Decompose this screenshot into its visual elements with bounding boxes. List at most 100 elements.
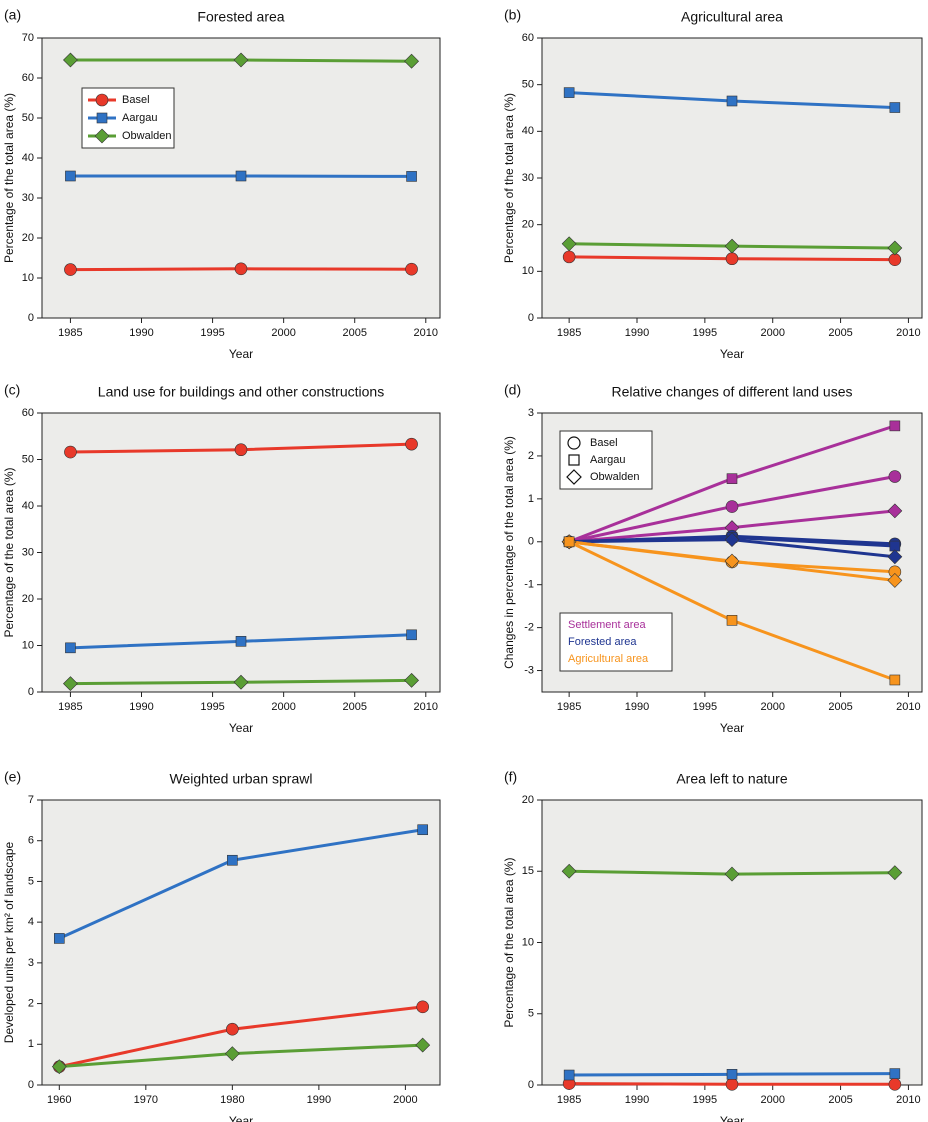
y-tick-label: 30 <box>22 546 34 558</box>
marker-diamond <box>887 572 903 588</box>
marker-diamond <box>566 469 582 485</box>
marker-diamond <box>887 865 903 881</box>
x-tick-label: 1990 <box>307 1094 331 1106</box>
marker-square <box>65 642 76 654</box>
legend-label: Settlement area <box>568 619 647 631</box>
x-tick-label: 1990 <box>625 327 649 339</box>
y-tick-label: 0 <box>28 1079 34 1091</box>
marker-square <box>65 170 76 182</box>
marker-square <box>406 629 417 641</box>
marker-square <box>235 636 247 647</box>
x-tick-label: 1985 <box>58 327 82 339</box>
y-tick-label: 60 <box>522 32 534 44</box>
x-tick-label: 2005 <box>342 327 366 339</box>
legend-label: Obwalden <box>122 130 172 142</box>
panel-label: (a) <box>4 7 21 23</box>
y-axis-label: Percentage of the total area (%) <box>502 857 516 1027</box>
marker-square <box>417 824 428 836</box>
x-tick-label: 2000 <box>271 327 295 339</box>
y-tick-label: 30 <box>522 172 534 184</box>
y-tick-label: 20 <box>22 232 34 244</box>
plot-background <box>41 799 441 1086</box>
y-tick-label: 3 <box>28 957 34 969</box>
x-tick-label: 1995 <box>200 327 224 339</box>
marker-square <box>726 1069 738 1080</box>
chart-panel: 0 10 20 30 40 50 60 70 1985 1990 1995 2000 2005 2010 F… <box>2 7 441 361</box>
marker-circle <box>888 253 902 266</box>
marker-circle <box>95 93 109 107</box>
x-tick-label: 2005 <box>342 701 366 713</box>
marker-square <box>563 536 575 548</box>
y-tick-label: 10 <box>22 639 34 651</box>
x-tick-label: 1995 <box>693 1094 717 1106</box>
x-tick-label: 2010 <box>896 701 920 713</box>
marker-square <box>889 674 901 686</box>
marker-square <box>889 1068 901 1079</box>
marker-diamond <box>51 1059 67 1075</box>
y-tick-label: 5 <box>528 1008 534 1020</box>
chart-title: Land use for buildings and other constru… <box>98 384 384 400</box>
x-tick-label: 2010 <box>414 327 438 339</box>
marker-diamond <box>63 676 78 692</box>
marker-square <box>406 171 417 182</box>
x-tick-label: 1985 <box>557 1094 581 1106</box>
marker-diamond <box>94 128 110 144</box>
chart-panel: 0 10 20 30 40 50 60 1985 1990 1995 2000 2005 2010 Lan… <box>2 382 441 735</box>
marker-diamond <box>404 672 419 688</box>
y-tick-label: 70 <box>22 32 34 44</box>
legend-label: Forested area <box>568 636 637 648</box>
panel-label: (c) <box>4 382 20 398</box>
marker-circle <box>725 500 739 513</box>
marker-circle <box>405 262 418 276</box>
x-tick-label: 1990 <box>625 1094 649 1106</box>
y-tick-label: 40 <box>522 125 534 137</box>
y-tick-label: 4 <box>28 916 34 928</box>
legend-label: Basel <box>590 437 618 449</box>
y-tick-label: 0 <box>528 1079 534 1091</box>
y-tick-label: -1 <box>524 579 534 591</box>
marker-circle <box>888 1077 902 1091</box>
x-tick-label: 1960 <box>47 1094 71 1106</box>
marker-square <box>563 87 575 98</box>
legend-label: Obwalden <box>590 471 640 483</box>
x-tick-label: 2000 <box>393 1094 417 1106</box>
chart-title: Relative changes of different land uses <box>611 384 852 400</box>
x-axis-label: Year <box>720 1114 744 1122</box>
marker-diamond <box>561 236 577 252</box>
y-tick-label: 1 <box>28 1038 34 1050</box>
y-tick-label: 20 <box>522 794 534 806</box>
x-tick-label: 1995 <box>693 327 717 339</box>
marker-diamond <box>887 240 903 256</box>
marker-circle <box>725 252 739 266</box>
y-tick-label: 50 <box>522 79 534 91</box>
marker-diamond <box>63 52 78 68</box>
plot-background <box>541 37 923 319</box>
x-tick-label: 2000 <box>760 327 784 339</box>
marker-square <box>726 473 738 484</box>
y-tick-label: 0 <box>28 686 34 698</box>
y-tick-label: 40 <box>22 152 34 164</box>
marker-diamond <box>233 674 249 690</box>
marker-circle <box>64 445 77 459</box>
x-tick-label: 1980 <box>220 1094 244 1106</box>
y-tick-label: 0 <box>528 536 534 548</box>
y-tick-label: 2 <box>28 997 34 1009</box>
chart-panel: 0 1 2 3 4 5 6 7 1960 1970 1980 1990 2000 Weighted urb… <box>2 769 441 1122</box>
chart-panel: 0 10 20 30 40 50 60 1985 1990 1995 2000 2005 2010 Agr… <box>502 7 923 361</box>
x-tick-label: 1990 <box>129 327 153 339</box>
y-tick-label: -2 <box>524 622 534 634</box>
y-tick-label: 1 <box>528 493 534 505</box>
marker-square <box>726 615 738 626</box>
marker-square <box>54 933 65 944</box>
marker-circle <box>416 1000 429 1014</box>
x-tick-label: 2010 <box>896 1094 920 1106</box>
marker-square <box>568 454 580 466</box>
marker-circle <box>725 1077 739 1091</box>
marker-circle <box>405 437 418 451</box>
y-tick-label: 3 <box>528 407 534 419</box>
y-tick-label: 5 <box>28 875 34 887</box>
legend-label: Agricultural area <box>568 653 649 665</box>
marker-square <box>96 112 108 124</box>
y-tick-label: 0 <box>528 312 534 324</box>
